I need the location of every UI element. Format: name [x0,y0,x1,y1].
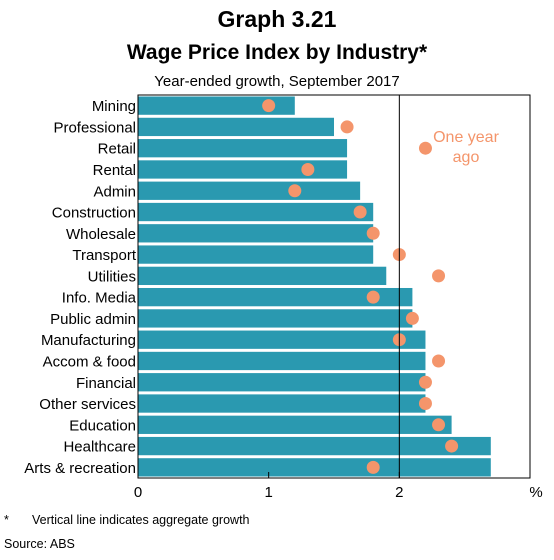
bar [138,96,295,115]
chart-subtitle: Year-ended growth, September 2017 [154,73,400,90]
x-tick-label: 2 [395,484,403,501]
dots-layer [262,99,459,474]
chart-title: Wage Price Index by Industry* [126,41,428,64]
bar [138,415,452,434]
category-label: Other services [39,396,136,413]
legend-one-year-ago: One year ago [433,129,499,166]
source-note: Source: ABS [4,537,75,551]
category-label: Construction [52,205,136,222]
category-label: Wholesale [66,226,136,243]
axes-layer [137,94,531,479]
dot-one-year-ago [405,311,419,325]
category-label: Manufacturing [41,332,136,349]
bar [138,458,491,477]
dot-one-year-ago [432,354,446,368]
x-tick-label: 1 [264,484,272,501]
bar [138,436,491,456]
bar [138,245,374,264]
dot-one-year-ago [366,460,380,474]
category-label: Mining [92,98,136,115]
dot-one-year-ago [301,162,315,176]
bar [138,139,348,158]
dot-one-year-ago [340,120,354,134]
category-label: Public admin [50,311,136,328]
category-label: Education [69,417,136,434]
dot-one-year-ago [366,290,380,304]
graph-number: Graph 3.21 [217,6,337,32]
dot-one-year-ago [418,375,432,389]
bar [138,394,426,413]
bar [138,224,374,243]
labels-layer: Mining Professional Retail Rental Admin Const… [24,98,542,501]
category-label: Utilities [88,268,136,285]
bar [138,330,426,349]
category-label: Rental [93,162,136,179]
bar [138,160,348,179]
footnote-text: Vertical line indicates aggregate growth [32,513,250,527]
plot-frame [137,94,531,479]
dot-one-year-ago [353,205,367,219]
category-label: Healthcare [63,439,136,456]
footnote-marker: * [4,513,9,527]
bars-layer [138,96,491,477]
dot-one-year-ago [262,99,276,113]
category-label: Arts & recreation [24,460,136,477]
bar [138,202,374,222]
bar [138,181,361,200]
bar [138,373,426,392]
dot-one-year-ago [418,141,432,155]
category-label: Retail [98,141,136,158]
dot-one-year-ago [445,439,459,453]
category-label: Professional [53,119,136,136]
bar [138,287,413,307]
bar [138,351,426,371]
bar [138,266,387,286]
category-label: Financial [76,375,136,392]
footnote: * Vertical line indicates aggregate growt… [4,513,250,527]
category-label: Transport [72,247,136,264]
category-label: Accom & food [43,353,136,370]
dot-one-year-ago [432,418,446,432]
dot-one-year-ago [432,269,446,283]
category-label: Admin [93,183,136,200]
x-tick-label: 0 [134,484,142,501]
dot-one-year-ago [288,184,302,198]
bar [138,309,413,328]
dot-one-year-ago [366,226,380,240]
category-label: Info. Media [62,290,137,307]
dot-one-year-ago [418,397,432,411]
x-unit-label: % [529,484,542,501]
bar [138,117,334,137]
